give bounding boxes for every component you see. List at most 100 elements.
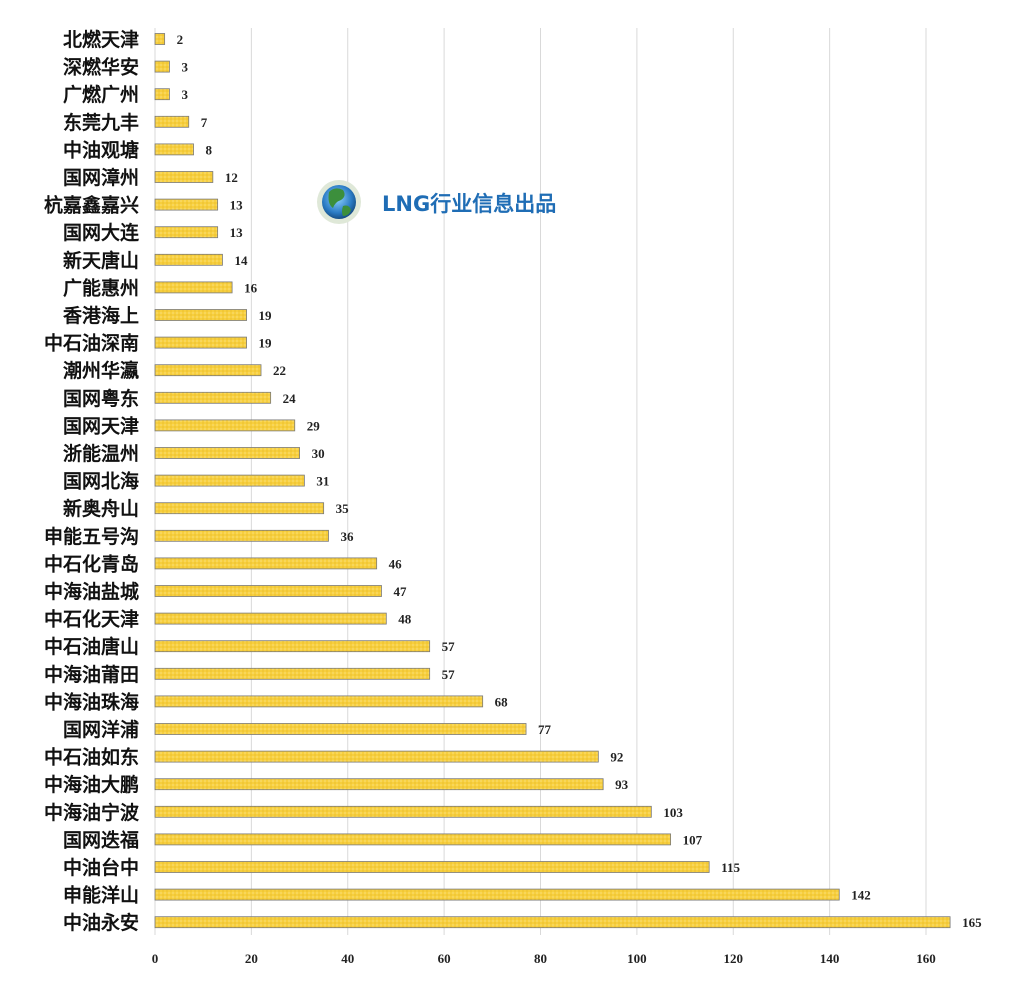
bar-1	[154, 33, 166, 45]
value-label: 29	[307, 418, 321, 433]
category-label: 中石油如东	[44, 746, 139, 769]
bar-21	[154, 585, 382, 597]
value-label: 3	[181, 60, 188, 75]
value-label: 57	[442, 667, 456, 682]
bar-13	[154, 364, 262, 377]
bar-7	[154, 198, 219, 211]
category-label: 国网洋浦	[63, 718, 139, 741]
value-label: 31	[316, 474, 329, 489]
category-label: 国网粤东	[63, 387, 139, 410]
x-tick-label: 60	[438, 951, 451, 966]
category-label: 东莞九丰	[63, 111, 139, 134]
x-axis-ticks: 0 20 40 60 80 100 120 140 160	[152, 951, 936, 966]
category-label: 国网大连	[63, 221, 140, 244]
bar-31	[154, 861, 710, 873]
value-label: 13	[230, 225, 244, 240]
bar-24	[154, 667, 431, 680]
bar-30	[154, 833, 672, 846]
globe-logo-icon	[317, 180, 361, 224]
value-label: 16	[244, 280, 258, 295]
category-label: 新奥舟山	[63, 497, 139, 520]
category-label: 杭嘉鑫嘉兴	[44, 194, 139, 217]
x-tick-label: 120	[724, 951, 744, 966]
bar-29	[154, 805, 652, 818]
value-label: 142	[851, 888, 871, 903]
grid-lines	[154, 28, 927, 935]
bar-23	[154, 640, 431, 653]
value-label: 92	[610, 750, 623, 765]
category-label: 国网迭福	[63, 828, 139, 851]
value-label: 68	[495, 694, 509, 709]
bar-33	[154, 916, 951, 929]
bar-12	[154, 336, 247, 349]
value-label: 2	[177, 32, 184, 47]
watermark: LNG行业信息出品	[317, 180, 556, 224]
category-label: 潮州华瀛	[63, 359, 139, 382]
value-label: 13	[230, 198, 244, 213]
bar-14	[154, 391, 272, 404]
value-label: 30	[312, 446, 325, 461]
category-label: 中海油盐城	[44, 580, 139, 603]
bar-22	[154, 612, 387, 625]
bar-17	[154, 474, 305, 487]
bar-10	[154, 281, 233, 294]
bar-3	[154, 88, 170, 101]
category-labels: 北燃天津深燃华安广燃广州东莞九丰中油观塘国网漳州杭嘉鑫嘉兴国网大连新天唐山广能惠…	[44, 28, 140, 934]
x-tick-label: 40	[341, 951, 354, 966]
category-label: 深燃华安	[63, 56, 139, 79]
value-label: 93	[615, 777, 629, 792]
x-tick-label: 160	[916, 951, 936, 966]
bar-2	[154, 60, 170, 73]
value-label: 103	[663, 805, 683, 820]
bar-19	[154, 529, 329, 542]
bar-5	[154, 143, 194, 156]
category-label: 北燃天津	[63, 28, 139, 51]
value-label: 19	[259, 308, 273, 323]
bar-26	[154, 723, 527, 735]
x-tick-label: 140	[820, 951, 840, 966]
category-label: 新天唐山	[63, 249, 139, 272]
x-tick-label: 80	[534, 951, 547, 966]
bars	[154, 33, 951, 929]
category-label: 香港海上	[62, 304, 139, 327]
category-label: 中石油唐山	[44, 635, 139, 658]
value-label: 57	[442, 639, 456, 654]
value-label: 35	[336, 501, 350, 516]
bar-25	[154, 695, 484, 708]
watermark-text: LNG行业信息出品	[382, 192, 556, 216]
category-label: 中海油宁波	[44, 801, 140, 824]
category-label: 国网天津	[63, 414, 139, 437]
value-labels: 2337812131314161919222429303135364647485…	[177, 32, 982, 930]
x-tick-label: 0	[152, 951, 159, 966]
category-label: 广能惠州	[63, 276, 139, 299]
category-label: 广燃广州	[63, 83, 139, 106]
category-label: 中油观塘	[63, 138, 139, 161]
value-label: 24	[283, 391, 297, 406]
bar-15	[154, 419, 296, 432]
category-label: 中油台中	[63, 856, 139, 879]
value-label: 77	[538, 722, 552, 737]
bar-18	[154, 502, 325, 515]
value-label: 46	[389, 556, 403, 571]
bar-9	[154, 253, 223, 266]
value-label: 3	[181, 87, 188, 102]
value-label: 19	[259, 336, 273, 351]
bar-6	[154, 171, 214, 183]
bar-8	[154, 226, 219, 239]
category-label: 申能洋山	[63, 884, 139, 907]
category-label: 中海油大鹏	[44, 773, 139, 796]
value-label: 47	[393, 584, 407, 599]
bar-4	[154, 115, 190, 128]
category-label: 中石化青岛	[44, 552, 139, 575]
value-label: 7	[201, 115, 208, 130]
category-label: 中海油莆田	[44, 663, 139, 686]
value-label: 36	[340, 529, 354, 544]
bar-11	[154, 309, 247, 321]
value-label: 48	[398, 612, 412, 627]
value-label: 12	[225, 170, 238, 185]
bar-20	[154, 557, 378, 570]
category-label: 中石化天津	[44, 608, 139, 631]
value-label: 115	[721, 860, 740, 875]
category-label: 国网北海	[63, 470, 139, 493]
